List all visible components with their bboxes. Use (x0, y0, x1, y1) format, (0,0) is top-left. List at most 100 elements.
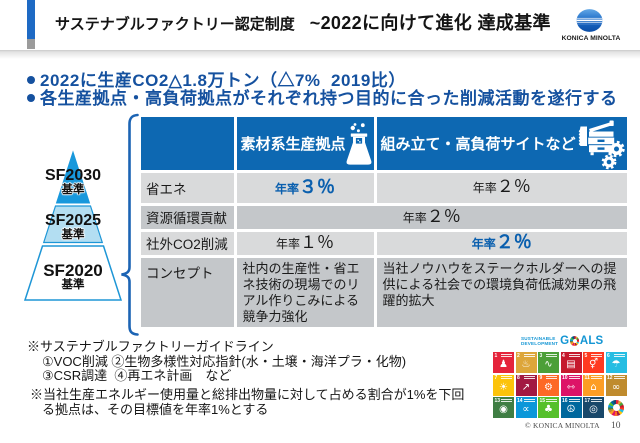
globe-icon (576, 9, 603, 32)
sdg-goals-wordmark: G ALS (560, 335, 603, 348)
concept-assembly-text: 当社ノウハウをステークホルダーへの提供による社会での環境負荷低減効果の飛躍的拡大 (376, 257, 627, 327)
sdg-goal-title-bars (613, 376, 625, 380)
sdg-goal-icon: ◎ (589, 404, 598, 415)
sdg-goal-icon: ☀ (499, 381, 508, 393)
sdg-goal-tile-15: 15 ♣ (538, 397, 559, 418)
title-accent-bar-gray (27, 39, 35, 49)
sdg-goal-number: 3 (539, 352, 543, 359)
value-number: ２％ (495, 232, 532, 252)
konica-minolta-wordmark: KONICA MINOLTA (561, 35, 621, 42)
sdg-goal-title-bars (523, 376, 535, 380)
row-label-co2: 社外CO2削減 (141, 231, 234, 255)
sdg-goal-tile-5: 5 ⚥ (583, 352, 604, 373)
pyramid-level-sf2025: SF2025 (44, 211, 102, 229)
value-number: ３％ (299, 176, 335, 197)
sdg-goal-tile-6: 6 ☂ (605, 352, 627, 373)
table-header-material-label: 素材系生産拠点 (240, 136, 346, 153)
sdg-goal-title-bars (501, 398, 512, 403)
value-prefix: 年率 (274, 181, 299, 196)
sdg-goal-tile-14: 14 ∝ (515, 397, 537, 418)
sdg-goal-tile-17: 17 ◎ (583, 397, 604, 418)
row-label-resource: 資源循環貢献 (141, 205, 234, 229)
value-resource-merged: 年率２％ (236, 205, 627, 229)
header-divider (0, 50, 640, 59)
pyramid-level-sf2020-sub: 基準 (61, 279, 85, 291)
sdg-logo: SUSTAINABLE DEVELOPMENT G ALS (521, 334, 603, 348)
sdg-goal-number: 10 (562, 375, 568, 381)
sdg-logo-line2: DEVELOPMENT (521, 341, 559, 346)
note-guideline-line1: ①VOC削減 ②生物多様性対応指針(水・土壌・海洋プラ・化物) (42, 353, 407, 369)
pyramid-level-sf2030: SF2030 (44, 167, 102, 184)
sdg-goal-tile-9: 9 ⚙ (538, 374, 559, 396)
value-prefix: 年率 (402, 210, 427, 225)
value-number: ２％ (426, 206, 461, 226)
row-label-concept: コンセプト (141, 257, 234, 327)
sdg-goal-title-bars (523, 353, 535, 358)
sdg-goal-title-bars (591, 398, 602, 403)
sdg-goal-title-bars (568, 398, 580, 403)
table-header-assembly: 組み立て・高負荷サイトなど (376, 117, 627, 170)
sdg-goal-title-bars (613, 353, 625, 358)
sdg-goal-title-bars (568, 376, 580, 380)
sdg-goal-tile-10: 10 ⇿ (560, 374, 582, 396)
note-threshold-line2: る拠点は、その目標値を年率1%とする (42, 401, 269, 417)
sdg-logo-line1: SUSTAINABLE (521, 336, 556, 341)
copyright: © KONICA MINOLTA (525, 420, 600, 430)
value-pair: 年率１％ (276, 234, 334, 253)
sdg-goal-number: 7 (494, 375, 498, 381)
note-guideline-line2: ③CSR調達 ④再エネ計画 など (42, 368, 232, 383)
sdg-goal-tile-3: 3 ∿ (538, 352, 559, 373)
sdg-goal-tile-8: 8 ↗ (515, 374, 537, 396)
sdg-goal-icon: ∿ (544, 359, 553, 370)
sdg-goal-icon: ⚥ (588, 359, 599, 370)
criteria-table: 素材系生産拠点 組み立て・高負荷サイトなど (141, 117, 627, 327)
value-energy-assembly: 年率２％ (376, 173, 627, 203)
slide-title-main: サステナブルファクトリー認定制度 (55, 16, 310, 33)
sdg-goal-title-bars (501, 376, 512, 380)
sdg-goal-tile-12: 12 ∞ (605, 374, 627, 396)
sdg-goal-title-bars (501, 353, 512, 358)
sdg-goal-tile-13: 13 ◉ (493, 397, 514, 418)
sdg-goal-icon: ◉ (499, 404, 508, 415)
bullet-site-activity: 各生産拠点・高負荷拠点がそれぞれ持つ目的に合った削減活動を遂行する (40, 88, 618, 108)
value-number: １％ (300, 232, 334, 252)
sdg-goal-tile-11: 11 ⌂ (583, 374, 604, 396)
value-co2-assembly: 年率２％ (376, 231, 627, 255)
slide-title: サステナブルファクトリー認定制度 ~2022に向けて進化 達成基準 (55, 11, 615, 37)
sdg-goal-title-bars (546, 398, 557, 403)
sdg-wheel-icon (569, 336, 580, 346)
sdg-goal-icon: ∝ (522, 404, 530, 415)
value-pair: 年率２％ (472, 233, 532, 253)
sdg-goal-grid: 1 ♟ 2 ♨ 3 ∿ 4 ▤ 5 ⚥ 6 ☂ 7 ☀ 8 ↗ 9 ⚙ 10 ⇿ 11 ⌂ 12 ∞ 13 ◉ 14 ∝ 15 ♣ 16 ☮ 1… (493, 352, 627, 418)
value-co2-material: 年率１％ (236, 231, 374, 255)
flask-icon (346, 123, 371, 165)
sdg-goal-icon: ▤ (566, 359, 576, 370)
value-prefix: 年率 (275, 236, 300, 251)
value-pair: 年率３％ (275, 178, 335, 198)
sdg-goal-icon: ⌂ (590, 381, 597, 393)
pyramid-level-sf2020: SF2020 (43, 261, 103, 280)
bullet-dot (27, 75, 35, 84)
value-prefix: 年率 (472, 181, 497, 196)
bullet-dot (27, 93, 35, 102)
sdg-goal-icon: ↗ (521, 381, 531, 393)
sdg-goal-icon: ♟ (499, 359, 508, 370)
sdg-goal-number: 17 (584, 397, 591, 404)
sdg-goal-number: 4 (562, 352, 565, 359)
sdg-goal-title-bars (523, 398, 535, 403)
sdg-goal-tile-16: 16 ☮ (560, 397, 582, 418)
sdg-goal-icon: ⚙ (544, 381, 553, 393)
sdg-wheel-icon (608, 399, 624, 416)
pyramid-level-sf2025-sub: 基準 (61, 228, 85, 241)
value-energy-material: 年率３％ (236, 173, 374, 203)
sdg-goal-number: 2 (517, 352, 520, 359)
sdg-goal-tile-7: 7 ☀ (493, 374, 514, 396)
sdg-goal-tile-4: 4 ▤ (560, 352, 582, 373)
sdg-goal-number: 6 (607, 352, 610, 359)
sdg-goals-g: G (560, 334, 570, 347)
sdg-goal-icon: ♨ (521, 359, 531, 370)
pyramid-level-sf2030-sub: 基準 (61, 184, 85, 196)
sdg-goal-title-bars (568, 353, 580, 358)
konica-minolta-logo: KONICA MINOLTA (560, 6, 622, 44)
